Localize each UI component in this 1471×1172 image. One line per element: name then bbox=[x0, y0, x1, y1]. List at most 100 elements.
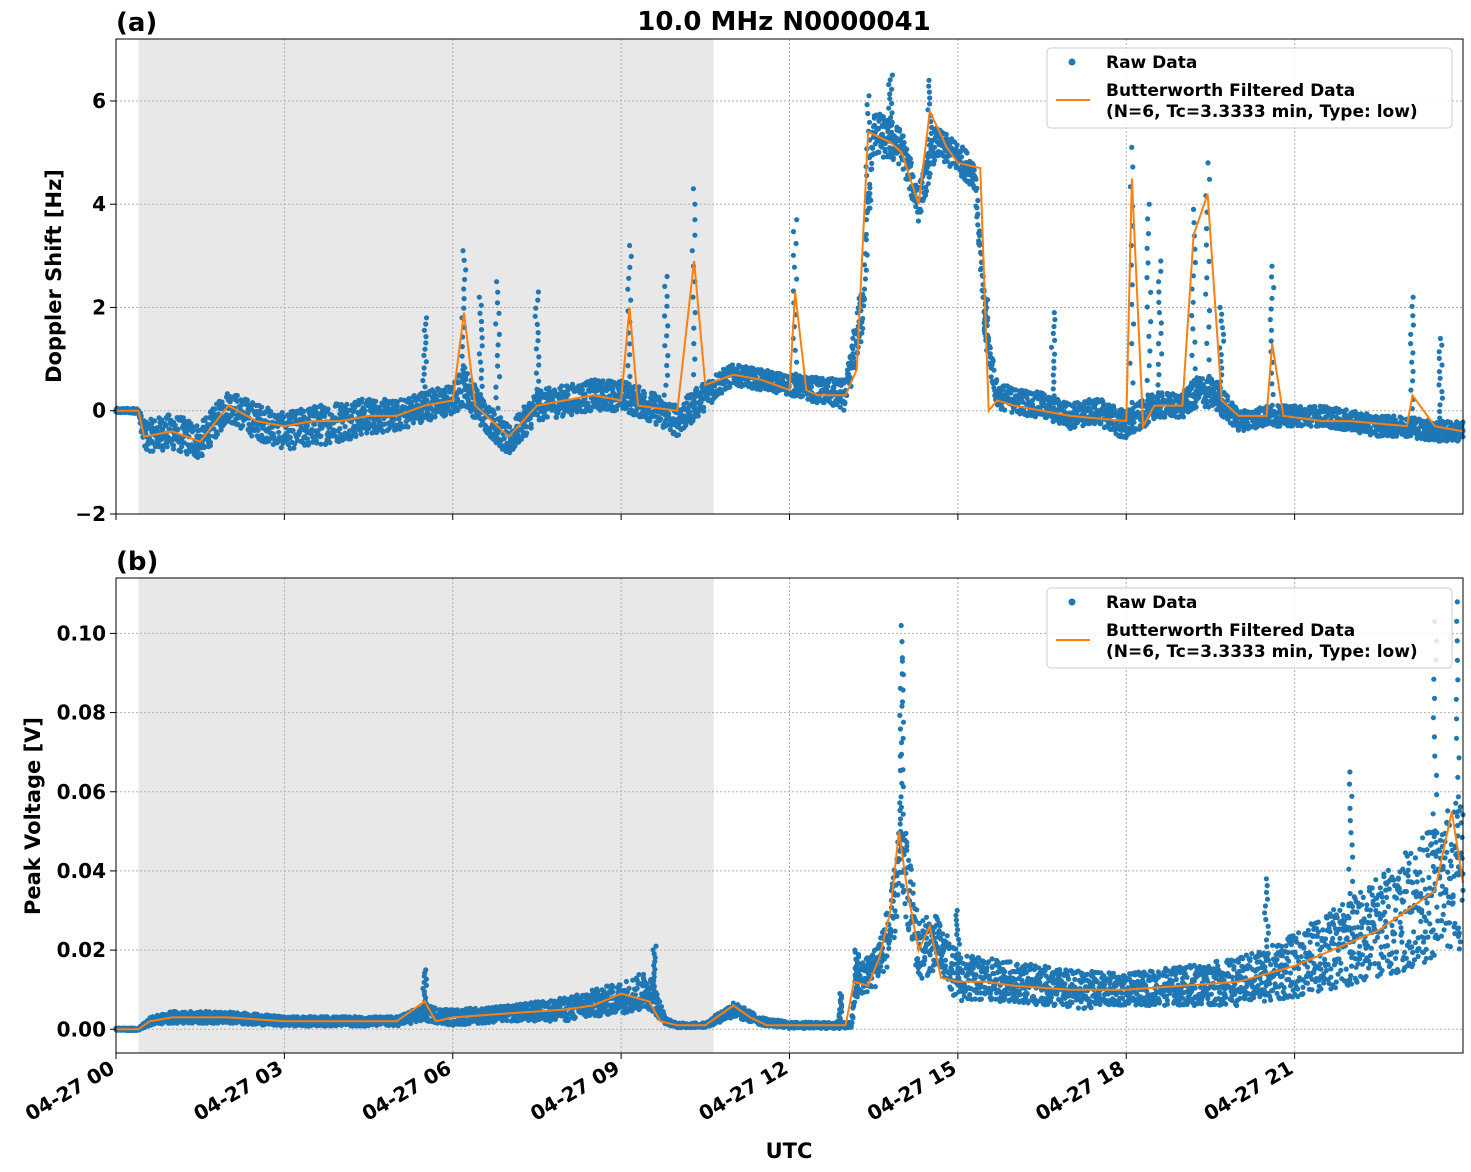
raw-data-point bbox=[268, 408, 274, 415]
raw-data-point bbox=[971, 167, 977, 173]
raw-data-spike-point bbox=[627, 341, 633, 347]
raw-data-point bbox=[864, 252, 870, 258]
raw-data-point bbox=[1162, 414, 1168, 420]
raw-data-spike-point bbox=[462, 372, 469, 378]
y-tick-label: 2 bbox=[92, 295, 106, 319]
raw-data-spike-point bbox=[692, 217, 698, 223]
panel-a-legend: Raw Data Butterworth Filtered Data (N=6,… bbox=[1046, 47, 1453, 129]
raw-data-point bbox=[862, 276, 869, 282]
raw-data-spike-point bbox=[887, 96, 893, 102]
raw-data-spike-point bbox=[690, 186, 697, 192]
raw-data-spike-point bbox=[664, 362, 670, 369]
raw-data-spike-point bbox=[479, 400, 485, 406]
raw-data-spike-point bbox=[1156, 279, 1162, 285]
raw-data-spike-point bbox=[625, 286, 631, 292]
raw-data-point bbox=[1012, 387, 1019, 393]
raw-data-spike-point bbox=[459, 353, 465, 359]
raw-data-point bbox=[901, 140, 907, 146]
raw-data-spike-point bbox=[493, 395, 499, 401]
raw-data-point bbox=[301, 408, 307, 414]
raw-data-spike-point bbox=[533, 305, 539, 311]
raw-data-spike-point bbox=[1129, 399, 1135, 406]
raw-data-spike-point bbox=[1051, 365, 1057, 371]
raw-data-spike-point bbox=[1145, 392, 1151, 398]
raw-data-point bbox=[331, 428, 337, 434]
raw-data-spike-point bbox=[928, 130, 934, 136]
raw-data-spike-point bbox=[423, 340, 429, 346]
raw-data-spike-point bbox=[423, 315, 430, 321]
raw-data-point bbox=[1393, 417, 1399, 423]
raw-data-spike-point bbox=[926, 77, 932, 83]
raw-data-spike-point bbox=[1269, 263, 1275, 269]
raw-data-point bbox=[371, 420, 377, 426]
raw-data-spike-point bbox=[1270, 391, 1276, 398]
raw-data-spike-point bbox=[1204, 340, 1210, 346]
raw-data-spike-point bbox=[1051, 310, 1057, 316]
raw-data-spike-point bbox=[478, 327, 485, 333]
raw-data-spike-point bbox=[1207, 390, 1213, 396]
raw-data-spike-point bbox=[493, 321, 499, 327]
raw-data-point bbox=[279, 410, 285, 416]
raw-data-spike-point bbox=[691, 325, 697, 331]
raw-data-spike-point bbox=[1206, 308, 1213, 314]
raw-data-spike-point bbox=[627, 242, 633, 249]
raw-data-point bbox=[860, 325, 866, 332]
raw-data-point bbox=[255, 427, 261, 433]
raw-data-point bbox=[1399, 415, 1405, 422]
raw-data-spike-point bbox=[889, 72, 896, 78]
y-tick-label: 0 bbox=[92, 399, 106, 423]
raw-data-point bbox=[318, 433, 324, 439]
raw-data-spike-point bbox=[1159, 351, 1165, 357]
raw-data-spike-point bbox=[1052, 337, 1058, 343]
raw-data-spike-point bbox=[495, 342, 501, 348]
raw-data-spike-point bbox=[1051, 393, 1057, 399]
raw-data-point bbox=[954, 142, 960, 148]
raw-data-spike-point bbox=[793, 240, 799, 247]
raw-data-spike-point bbox=[866, 93, 872, 99]
raw-data-spike-point bbox=[1148, 289, 1154, 295]
raw-data-spike-point bbox=[792, 347, 798, 353]
raw-data-point bbox=[808, 384, 815, 390]
raw-data-point bbox=[212, 406, 218, 412]
raw-data-spike-point bbox=[865, 199, 871, 205]
raw-data-spike-point bbox=[665, 323, 671, 329]
raw-data-point bbox=[987, 351, 993, 357]
raw-data-spike-point bbox=[479, 367, 485, 373]
raw-data-point bbox=[235, 421, 241, 428]
raw-data-spike-point bbox=[463, 267, 469, 273]
raw-data-point bbox=[701, 404, 707, 410]
raw-data-spike-point bbox=[1220, 331, 1227, 337]
raw-data-spike-point bbox=[1203, 242, 1209, 248]
raw-data-spike-point bbox=[461, 257, 467, 263]
raw-data-spike-point bbox=[1439, 362, 1445, 368]
raw-data-spike-point bbox=[627, 264, 633, 270]
raw-data-spike-point bbox=[496, 310, 502, 316]
raw-data-spike-point bbox=[664, 372, 671, 378]
raw-data-spike-point bbox=[1269, 402, 1275, 408]
raw-data-spike-point bbox=[929, 124, 935, 131]
raw-data-spike-point bbox=[1204, 275, 1210, 281]
raw-data-point bbox=[1193, 404, 1199, 410]
raw-data-spike-point bbox=[1437, 408, 1443, 415]
raw-data-point bbox=[218, 427, 224, 433]
raw-data-spike-point bbox=[478, 318, 485, 325]
raw-data-spike-point bbox=[926, 89, 933, 95]
raw-data-spike-point bbox=[1439, 428, 1445, 434]
raw-data-point bbox=[841, 407, 847, 413]
raw-data-spike-point bbox=[1144, 245, 1150, 251]
raw-data-point bbox=[358, 431, 364, 437]
raw-data-spike-point bbox=[461, 296, 467, 302]
raw-data-point bbox=[538, 388, 544, 394]
raw-data-spike-point bbox=[867, 181, 873, 187]
raw-data-point bbox=[410, 420, 416, 426]
raw-data-spike-point bbox=[1436, 349, 1442, 355]
raw-data-spike-point bbox=[887, 133, 894, 140]
raw-data-spike-point bbox=[1203, 226, 1210, 232]
raw-data-spike-point bbox=[1144, 377, 1150, 383]
raw-data-point bbox=[432, 414, 438, 420]
raw-data-spike-point bbox=[497, 374, 503, 380]
raw-data-point bbox=[259, 404, 265, 410]
raw-data-spike-point bbox=[1130, 164, 1136, 170]
raw-data-spike-point bbox=[1156, 299, 1162, 305]
raw-data-spike-point bbox=[460, 248, 466, 254]
